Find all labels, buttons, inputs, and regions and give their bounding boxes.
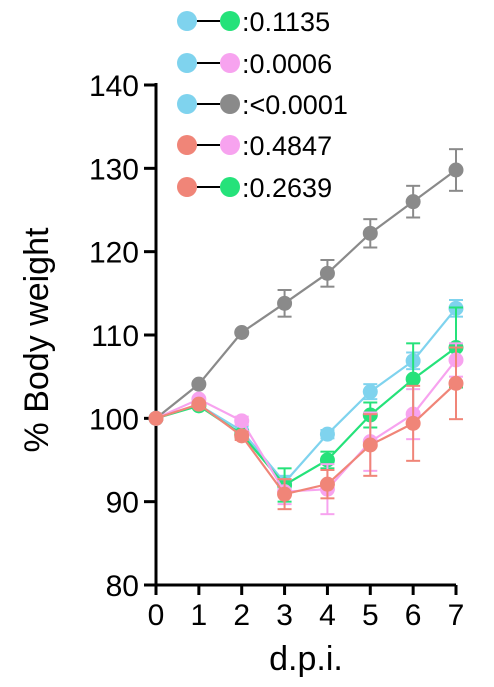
data-point xyxy=(362,225,378,241)
data-point xyxy=(448,375,464,391)
data-point xyxy=(405,415,421,431)
x-tick-label: 7 xyxy=(448,599,465,632)
x-tick-label: 5 xyxy=(362,599,379,632)
x-tick-label: 3 xyxy=(276,599,293,632)
series-4 xyxy=(148,346,464,511)
data-point xyxy=(234,413,250,429)
legend-marker-right xyxy=(220,177,240,197)
series-line xyxy=(155,169,457,420)
y-tick-label: 90 xyxy=(106,487,139,520)
x-tick-label: 6 xyxy=(405,599,422,632)
y-tick-label: 100 xyxy=(89,403,139,436)
y-tick-label: 80 xyxy=(106,570,139,603)
legend-label: :0.1135 xyxy=(242,7,330,37)
legend-marker-left xyxy=(177,11,197,31)
legend-row: :0.1135 xyxy=(177,7,330,37)
legend-marker-right xyxy=(220,11,240,31)
legend-label: :0.2639 xyxy=(242,173,332,203)
data-point xyxy=(234,325,250,340)
data-point xyxy=(448,162,464,178)
x-tick-label: 1 xyxy=(191,599,208,632)
legend-marker-left xyxy=(177,53,197,73)
legend-row: :0.4847 xyxy=(177,131,332,161)
legend-marker-right xyxy=(220,94,240,114)
data-point xyxy=(405,371,421,387)
data-point xyxy=(234,428,250,444)
data-point xyxy=(362,384,378,400)
axes: 80 90 100 110 120 130 140 0 1 2 3 4 5 6 7 xyxy=(89,70,464,632)
legend-row: :<0.0001 xyxy=(177,90,348,120)
data-point xyxy=(191,396,207,412)
legend-label: :0.4847 xyxy=(242,131,332,161)
data-point xyxy=(319,476,335,492)
legend-row: :0.0006 xyxy=(177,49,332,79)
legend-marker-left xyxy=(177,177,197,197)
y-axis-title: % Body weight xyxy=(18,227,56,452)
legend-marker-left xyxy=(177,135,197,155)
data-point xyxy=(277,295,293,311)
y-tick-label: 130 xyxy=(89,153,139,186)
legend-label: :<0.0001 xyxy=(242,90,348,120)
data-point xyxy=(191,376,207,392)
data-point xyxy=(277,486,293,502)
series-0 xyxy=(148,148,464,426)
y-tick-label: 120 xyxy=(89,237,139,270)
data-point xyxy=(319,265,335,281)
legend-marker-right xyxy=(220,135,240,155)
data-point xyxy=(405,194,421,210)
x-tick-label: 0 xyxy=(148,599,165,632)
data-point xyxy=(362,437,378,453)
legend-row: :0.2639 xyxy=(177,173,332,203)
legend-label: :0.0006 xyxy=(242,49,332,79)
y-tick-label: 110 xyxy=(91,320,139,353)
legend: :0.1135 :0.0006 :<0.0001 :0.4847 :0.2639 xyxy=(177,7,348,203)
legend-marker-right xyxy=(220,53,240,73)
x-axis-title: d.p.i. xyxy=(269,640,343,678)
data-point xyxy=(148,410,164,426)
series-line xyxy=(155,382,457,496)
series-layer xyxy=(148,148,464,516)
x-tick-label: 2 xyxy=(233,599,250,632)
x-tick-label: 4 xyxy=(319,599,336,632)
legend-marker-left xyxy=(177,94,197,114)
data-point xyxy=(319,426,335,442)
y-tick-label: 140 xyxy=(89,70,139,103)
